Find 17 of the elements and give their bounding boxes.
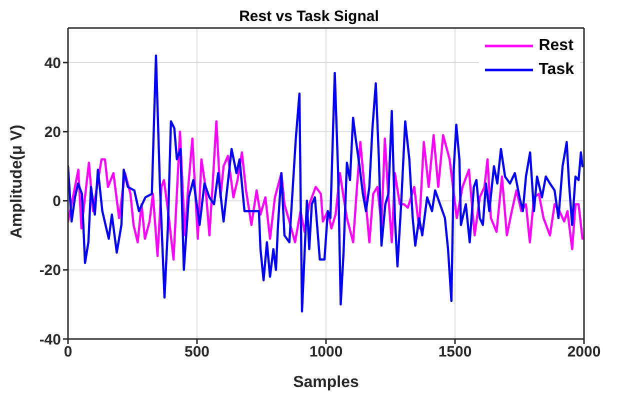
chart-title: Rest vs Task Signal	[238, 8, 380, 26]
y-tick-label: -40	[39, 331, 61, 348]
x-tick-label: 0	[64, 344, 72, 361]
x-tick-label: 1500	[438, 344, 472, 361]
y-tick-label: 40	[44, 54, 61, 72]
y-tick-label: 20	[44, 124, 61, 141]
legend-label: Task	[538, 61, 574, 79]
y-tick-label: 0	[52, 193, 61, 210]
line-series	[68, 54, 584, 312]
y-tick-label: -20	[39, 262, 61, 280]
x-tick-label: 500	[184, 344, 210, 361]
y-axis-title: Amplitude(μ V)	[8, 124, 26, 238]
legend-label: Rest	[538, 37, 574, 55]
x-tick-label: 1000	[309, 344, 343, 361]
x-tick-label: 2000	[567, 344, 601, 361]
x-axis-title: Samples	[293, 374, 360, 391]
line-series	[68, 120, 584, 261]
